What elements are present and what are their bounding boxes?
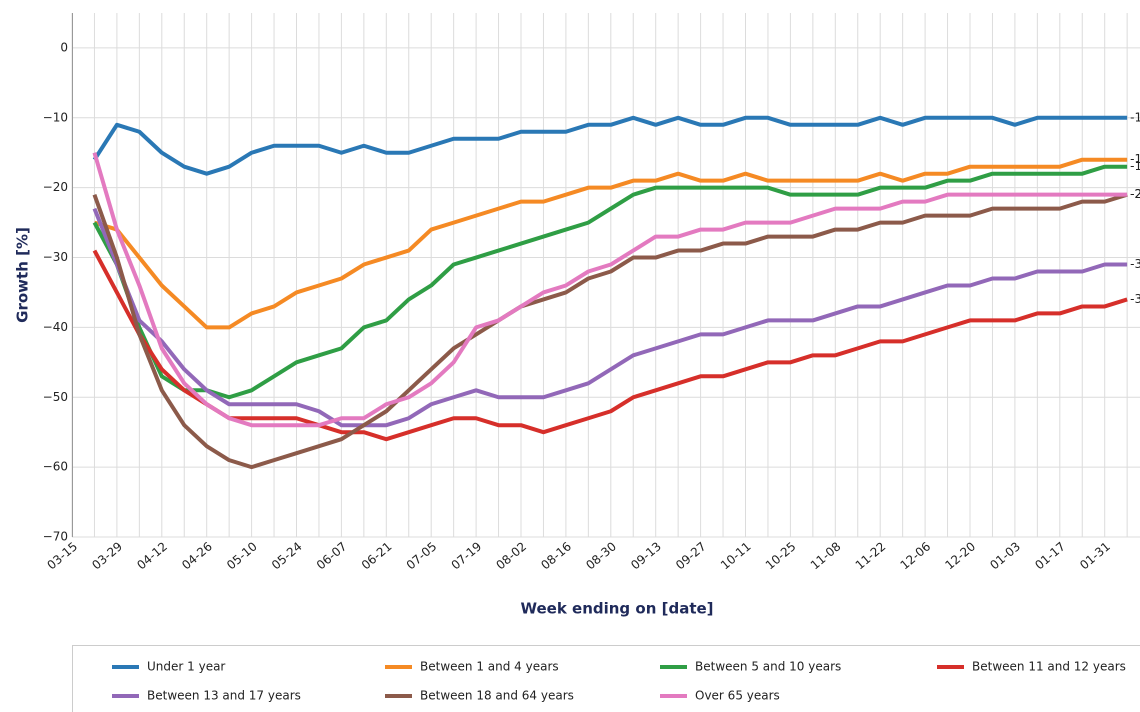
y-tick-label: −30 [43, 250, 68, 264]
y-tick-label: −50 [43, 390, 68, 404]
x-tick-label: 01-03 [987, 539, 1023, 572]
y-tick-label: 0 [60, 40, 68, 54]
x-tick-label: 11-08 [808, 539, 844, 572]
end-value-label: -36 [1130, 292, 1140, 306]
end-value-label: -31 [1130, 257, 1140, 271]
legend-label: Under 1 year [147, 660, 225, 674]
end-value-label: -21 [1130, 187, 1140, 201]
legend-box [72, 645, 1140, 712]
x-tick-label: 08-16 [538, 539, 574, 572]
x-tick-label: 12-20 [942, 539, 978, 572]
x-tick-label: 03-15 [44, 539, 80, 572]
x-tick-label: 12-06 [898, 539, 934, 572]
x-tick-label: 04-26 [179, 539, 215, 572]
x-tick-label: 03-29 [89, 539, 125, 572]
y-tick-label: −40 [43, 320, 68, 334]
x-axis-title: Week ending on [date] [520, 600, 713, 618]
x-tick-label: 01-31 [1077, 539, 1113, 572]
x-tick-label: 04-12 [134, 539, 170, 572]
legend-label: Over 65 years [695, 689, 780, 703]
series-line [92, 207, 1128, 428]
x-tick-label: 05-10 [224, 539, 260, 572]
end-value-label: -10 [1130, 110, 1140, 124]
series-line [93, 157, 1128, 330]
legend-label: Between 11 and 12 years [972, 660, 1126, 674]
end-value-label: -16 [1130, 152, 1140, 166]
x-tick-label: 06-21 [359, 539, 395, 572]
x-tick-label: 10-25 [763, 539, 799, 572]
x-tick-label: 09-13 [628, 539, 664, 572]
legend-label: Between 5 and 10 years [695, 660, 841, 674]
y-tick-label: −70 [43, 530, 68, 544]
x-tick-label: 09-27 [673, 539, 709, 572]
x-tick-label: 01-17 [1032, 539, 1068, 572]
y-tick-label: −20 [43, 180, 68, 194]
legend-label: Between 13 and 17 years [147, 689, 301, 703]
y-axis-title: Growth [%] [14, 227, 32, 323]
end-value-label: -17 [1130, 159, 1140, 173]
x-tick-label: 10-11 [718, 539, 754, 572]
y-tick-label: −60 [43, 460, 68, 474]
x-tick-label: 05-24 [269, 539, 305, 572]
series-line [92, 192, 1128, 470]
x-tick-label: 08-02 [493, 539, 529, 572]
x-tick-label: 06-07 [314, 539, 350, 572]
series-line [92, 164, 1128, 400]
legend-label: Between 18 and 64 years [420, 689, 574, 703]
x-tick-label: 07-19 [449, 539, 485, 572]
end-value-label: -21 [1130, 187, 1140, 201]
x-tick-label: 07-05 [404, 539, 440, 572]
series-line [92, 115, 1128, 176]
series-line [92, 152, 1128, 428]
x-tick-label: 11-22 [853, 539, 889, 572]
legend-label: Between 1 and 4 years [420, 660, 559, 674]
x-tick-label: 08-30 [583, 539, 619, 572]
y-tick-label: −10 [43, 110, 68, 124]
series-line [92, 249, 1128, 442]
